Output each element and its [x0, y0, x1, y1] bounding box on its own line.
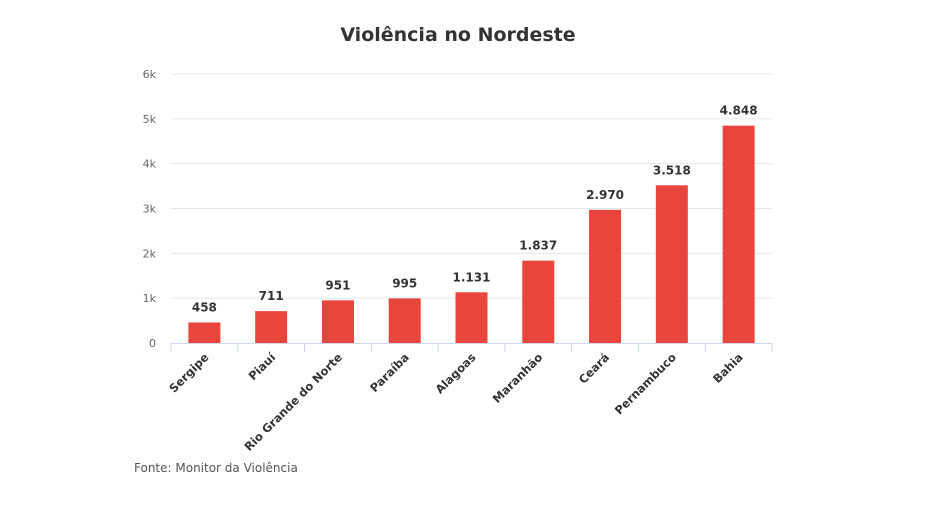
y-tick-label: 3k [143, 203, 157, 216]
bar [589, 209, 622, 343]
bar [255, 311, 288, 343]
bars [188, 125, 755, 343]
y-tick-label: 1k [143, 292, 157, 305]
bar [321, 300, 354, 343]
bar [455, 292, 488, 343]
data-label: 3.518 [653, 163, 691, 177]
category-label: Paraíba [367, 350, 412, 395]
y-tick-label: 5k [143, 113, 157, 126]
category-label: Bahia [710, 350, 746, 386]
category-label: Piauí [246, 349, 279, 382]
chart-title: Violência no Nordeste [340, 24, 576, 46]
bar [655, 185, 688, 343]
y-axis-ticks: 0 1k 2k 3k 4k 5k 6k [143, 68, 157, 350]
data-label: 458 [192, 300, 217, 314]
data-label: 1.837 [519, 239, 557, 253]
bar [522, 260, 555, 343]
bar [722, 125, 755, 343]
y-tick-label: 6k [143, 68, 157, 81]
data-label: 4.848 [720, 104, 758, 118]
data-label: 995 [392, 276, 417, 290]
y-tick-label: 4k [143, 158, 157, 171]
source-note: Fonte: Monitor da Violência [134, 461, 298, 475]
data-labels: 458 711 951 995 1.131 1.837 2.970 3.518 4.848 [192, 104, 758, 315]
data-label: 951 [325, 278, 350, 292]
y-tick-label: 2k [143, 247, 157, 260]
category-label: Pernambuco [612, 350, 679, 417]
category-label: Maranhão [490, 350, 546, 406]
data-label: 1.131 [453, 270, 491, 284]
x-axis-ticks [170, 343, 773, 352]
y-tick-label: 0 [149, 337, 156, 350]
bar [388, 298, 421, 343]
bar [188, 322, 221, 343]
data-label: 2.970 [586, 188, 624, 202]
category-label: Sergipe [166, 350, 211, 395]
category-label: Alagoas [432, 350, 478, 396]
data-label: 711 [259, 289, 284, 303]
category-label: Ceará [576, 350, 612, 386]
